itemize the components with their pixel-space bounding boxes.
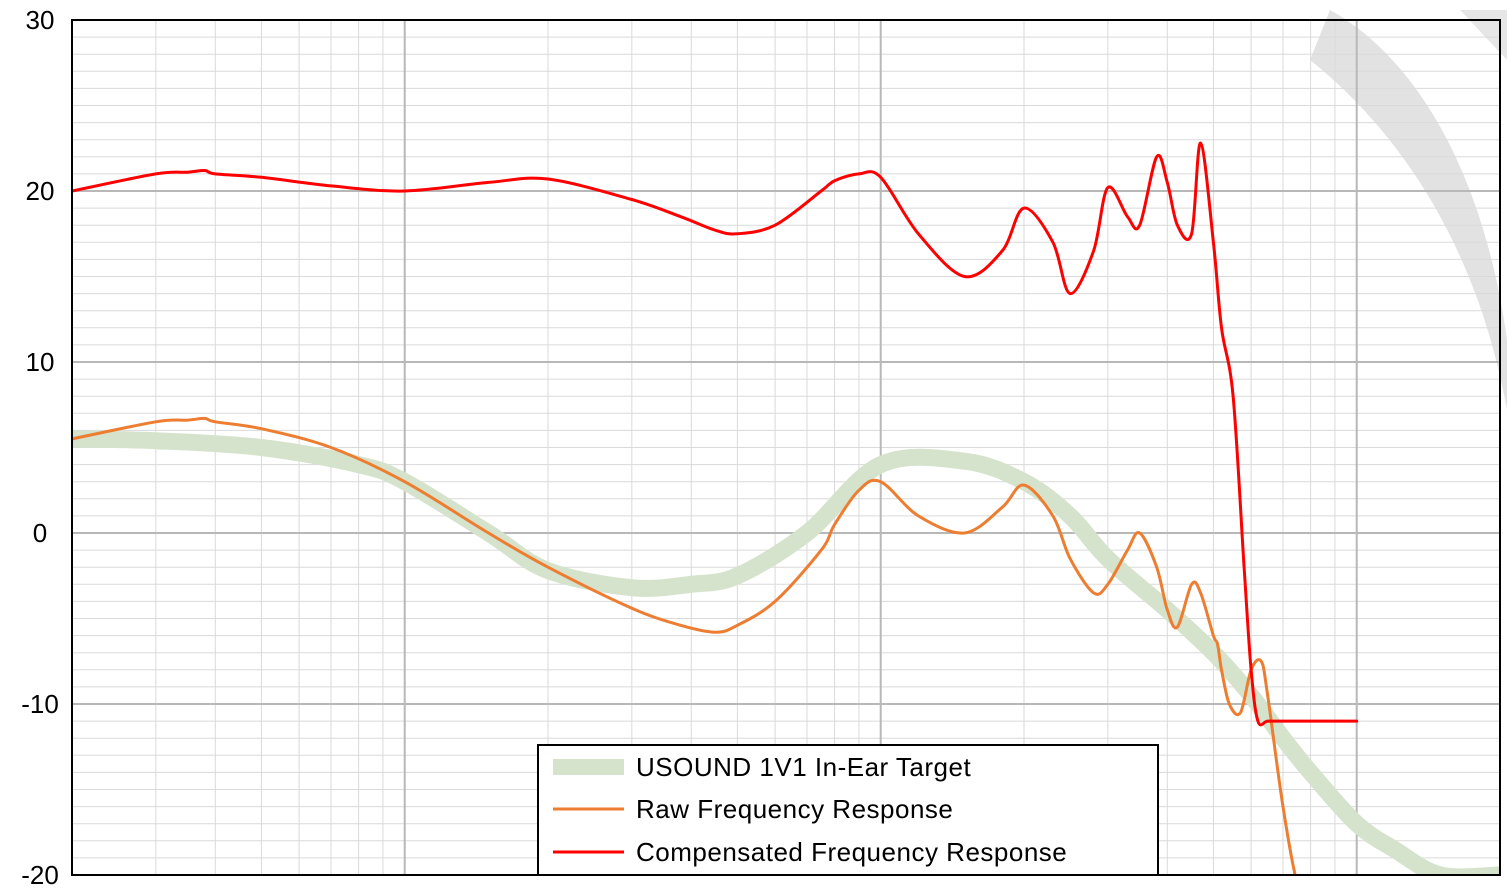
watermark-logo [1310,10,1507,410]
y-tick-label: -10 [21,689,59,719]
y-tick-label: -20 [21,860,59,890]
y-tick-label: 30 [26,5,55,35]
legend-label-raw: Raw Frequency Response [636,794,953,824]
legend-label-compensated: Compensated Frequency Response [636,837,1067,867]
series-compensated-response [72,141,1359,727]
series-raw-response [72,416,1297,875]
y-tick-label: 0 [33,518,47,548]
legend-box [537,744,1159,876]
minor-gridlines [71,20,1501,875]
y-tick-label: 10 [26,347,55,377]
y-tick-label: 20 [26,176,55,206]
legend-label-target: USOUND 1V1 In-Ear Target [636,752,971,782]
series-layer [72,141,1500,875]
y-axis-tick-labels: 30 20 10 0 -10 -20 [21,5,59,890]
legend: USOUND 1V1 In-Ear Target Raw Frequency R… [537,744,1159,876]
